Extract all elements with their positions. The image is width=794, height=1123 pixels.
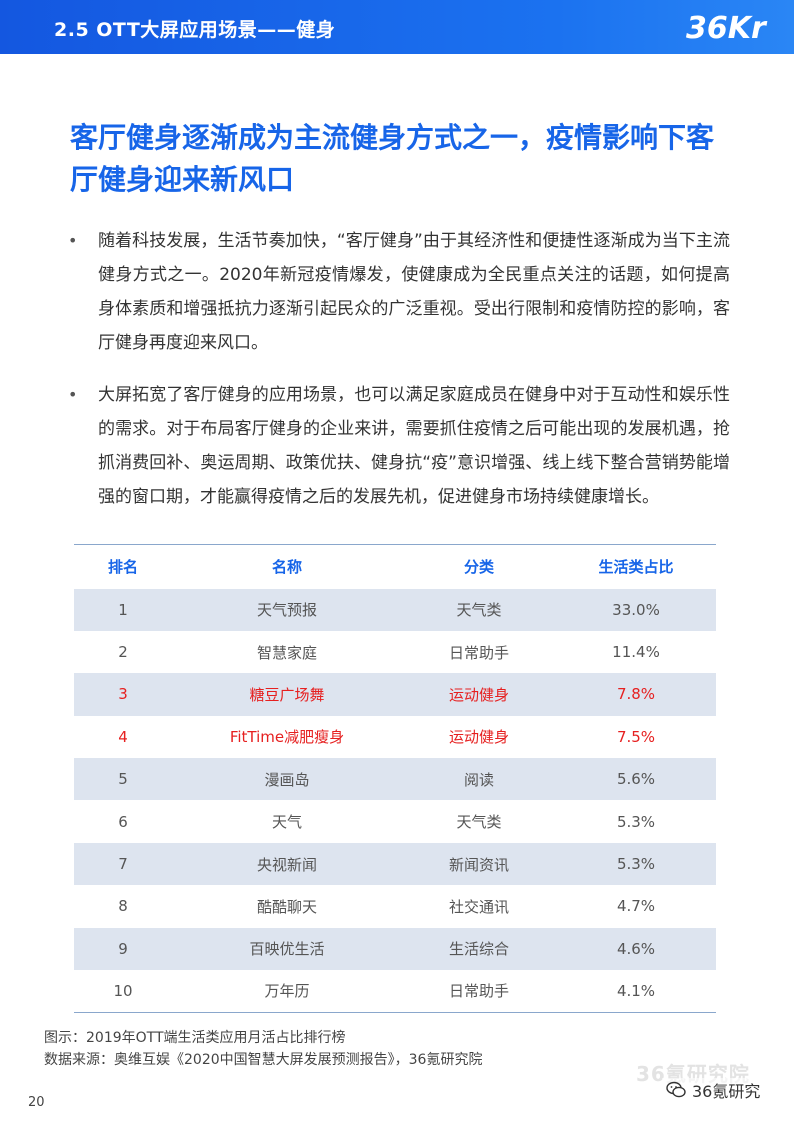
- wechat-icon: [666, 1081, 686, 1099]
- cell-name: 天气预报: [256, 601, 317, 620]
- wechat-label: 36氪研究: [692, 1082, 761, 1101]
- cell-share: 4.7%: [616, 897, 656, 916]
- table-row: 7 央视新闻 新闻资讯 5.3%: [74, 842, 716, 886]
- header-name: 名称: [271, 558, 302, 577]
- cell-share: 33.0%: [612, 600, 660, 619]
- header-share: 生活类占比: [598, 558, 674, 577]
- cell-category: 社交通讯: [448, 897, 509, 916]
- table-row: 10 万年历 日常助手 4.1%: [74, 970, 716, 1013]
- caption-source: 数据来源：奥维互娱《2020中国智慧大屏发展预测报告》，36氪研究院: [44, 1052, 483, 1068]
- cell-rank: 5: [118, 770, 128, 789]
- cell-name: 百映优生活: [249, 940, 325, 959]
- cell-category: 新闻资讯: [448, 855, 509, 874]
- cell-category: 日常助手: [448, 643, 509, 662]
- cell-name: 万年历: [264, 982, 310, 1001]
- cell-rank: 1: [118, 600, 128, 619]
- cell-share: 4.6%: [616, 939, 656, 958]
- bullet-marker: •: [68, 231, 78, 250]
- cell-category: 天气类: [456, 813, 502, 832]
- cell-rank: 9: [118, 939, 128, 958]
- cell-share: 5.3%: [616, 855, 656, 874]
- table-row-highlighted: 4 FitTime减肥瘦身 运动健身 7.5%: [74, 715, 716, 759]
- bullet-item: • 大屏拓宽了客厅健身的应用场景，也可以满足家庭成员在健身中对于互动性和娱乐性的…: [66, 378, 730, 514]
- app-ranking-table: 排名 名称 分类 生活类占比 1 天气预报 天气类 33.0% 2 智慧家庭 日…: [74, 544, 716, 1013]
- figure-caption: 图示：2019年OTT端生活类应用月活占比排行榜 数据来源：奥维互娱《2020中…: [44, 1027, 482, 1071]
- cell-name: 智慧家庭: [256, 643, 317, 662]
- table-row: 2 智慧家庭 日常助手 11.4%: [74, 630, 716, 674]
- page-number: 20: [28, 1095, 45, 1110]
- bullet-list: • 随着科技发展，生活节奏加快，“客厅健身”由于其经济性和便捷性逐渐成为当下主流…: [66, 224, 730, 532]
- section-title: 2.5 OTT大屏应用场景——健身: [54, 19, 336, 41]
- cell-name: 天气: [271, 813, 302, 832]
- table-row: 1 天气预报 天气类 33.0%: [74, 588, 716, 631]
- header-bar: 2.5 OTT大屏应用场景——健身 36Kr: [0, 0, 794, 54]
- cell-category: 生活综合: [448, 940, 509, 959]
- bullet-item: • 随着科技发展，生活节奏加快，“客厅健身”由于其经济性和便捷性逐渐成为当下主流…: [66, 224, 730, 360]
- cell-category: 运动健身: [448, 685, 509, 704]
- bullet-marker: •: [68, 385, 78, 404]
- cell-rank: 6: [118, 812, 128, 831]
- wechat-account-tag: 36氪研究: [662, 1078, 765, 1102]
- table-row-highlighted: 3 糖豆广场舞 运动健身 7.8%: [74, 673, 716, 716]
- cell-name: 酷酷聊天: [256, 897, 317, 916]
- cell-category: 阅读: [463, 770, 494, 789]
- header-rank: 排名: [107, 558, 138, 577]
- table-row: 5 漫画岛 阅读 5.6%: [74, 758, 716, 801]
- cell-name: 糖豆广场舞: [249, 685, 325, 704]
- header-category: 分类: [463, 558, 494, 577]
- table-header-row: 排名 名称 分类 生活类占比: [74, 544, 716, 589]
- table-row: 9 百映优生活 生活综合 4.6%: [74, 927, 716, 971]
- cell-share: 7.5%: [616, 727, 656, 746]
- cell-name: 漫画岛: [264, 770, 310, 789]
- cell-name: FitTime减肥瘦身: [229, 728, 345, 747]
- caption-figure: 图示：2019年OTT端生活类应用月活占比排行榜: [44, 1030, 346, 1046]
- cell-category: 运动健身: [448, 728, 509, 747]
- cell-rank: 3: [118, 685, 128, 704]
- cell-share: 11.4%: [612, 643, 660, 662]
- 36kr-logo-text: 36Kr: [686, 11, 768, 46]
- 36kr-logo: 36Kr: [684, 4, 794, 52]
- page-headline: 客厅健身逐渐成为主流健身方式之一，疫情影响下客厅健身迎来新风口: [70, 121, 715, 196]
- cell-rank: 4: [118, 727, 128, 746]
- cell-rank: 10: [113, 981, 133, 1000]
- cell-rank: 8: [118, 897, 128, 916]
- table-row: 8 酷酷聊天 社交通讯 4.7%: [74, 885, 716, 928]
- bullet-text: 随着科技发展，生活节奏加快，“客厅健身”由于其经济性和便捷性逐渐成为当下主流健身…: [98, 231, 730, 353]
- cell-rank: 2: [118, 643, 128, 662]
- cell-name: 央视新闻: [256, 855, 317, 874]
- cell-share: 4.1%: [616, 981, 656, 1000]
- table-row: 6 天气 天气类 5.3%: [74, 800, 716, 843]
- bullet-text: 大屏拓宽了客厅健身的应用场景，也可以满足家庭成员在健身中对于互动性和娱乐性的需求…: [98, 385, 730, 507]
- cell-share: 7.8%: [616, 685, 656, 704]
- cell-category: 日常助手: [448, 982, 509, 1001]
- cell-share: 5.3%: [616, 812, 656, 831]
- cell-category: 天气类: [456, 601, 502, 620]
- cell-share: 5.6%: [616, 770, 656, 789]
- cell-rank: 7: [118, 855, 128, 874]
- 36kr-logo-mark: 36Kr: [686, 11, 768, 46]
